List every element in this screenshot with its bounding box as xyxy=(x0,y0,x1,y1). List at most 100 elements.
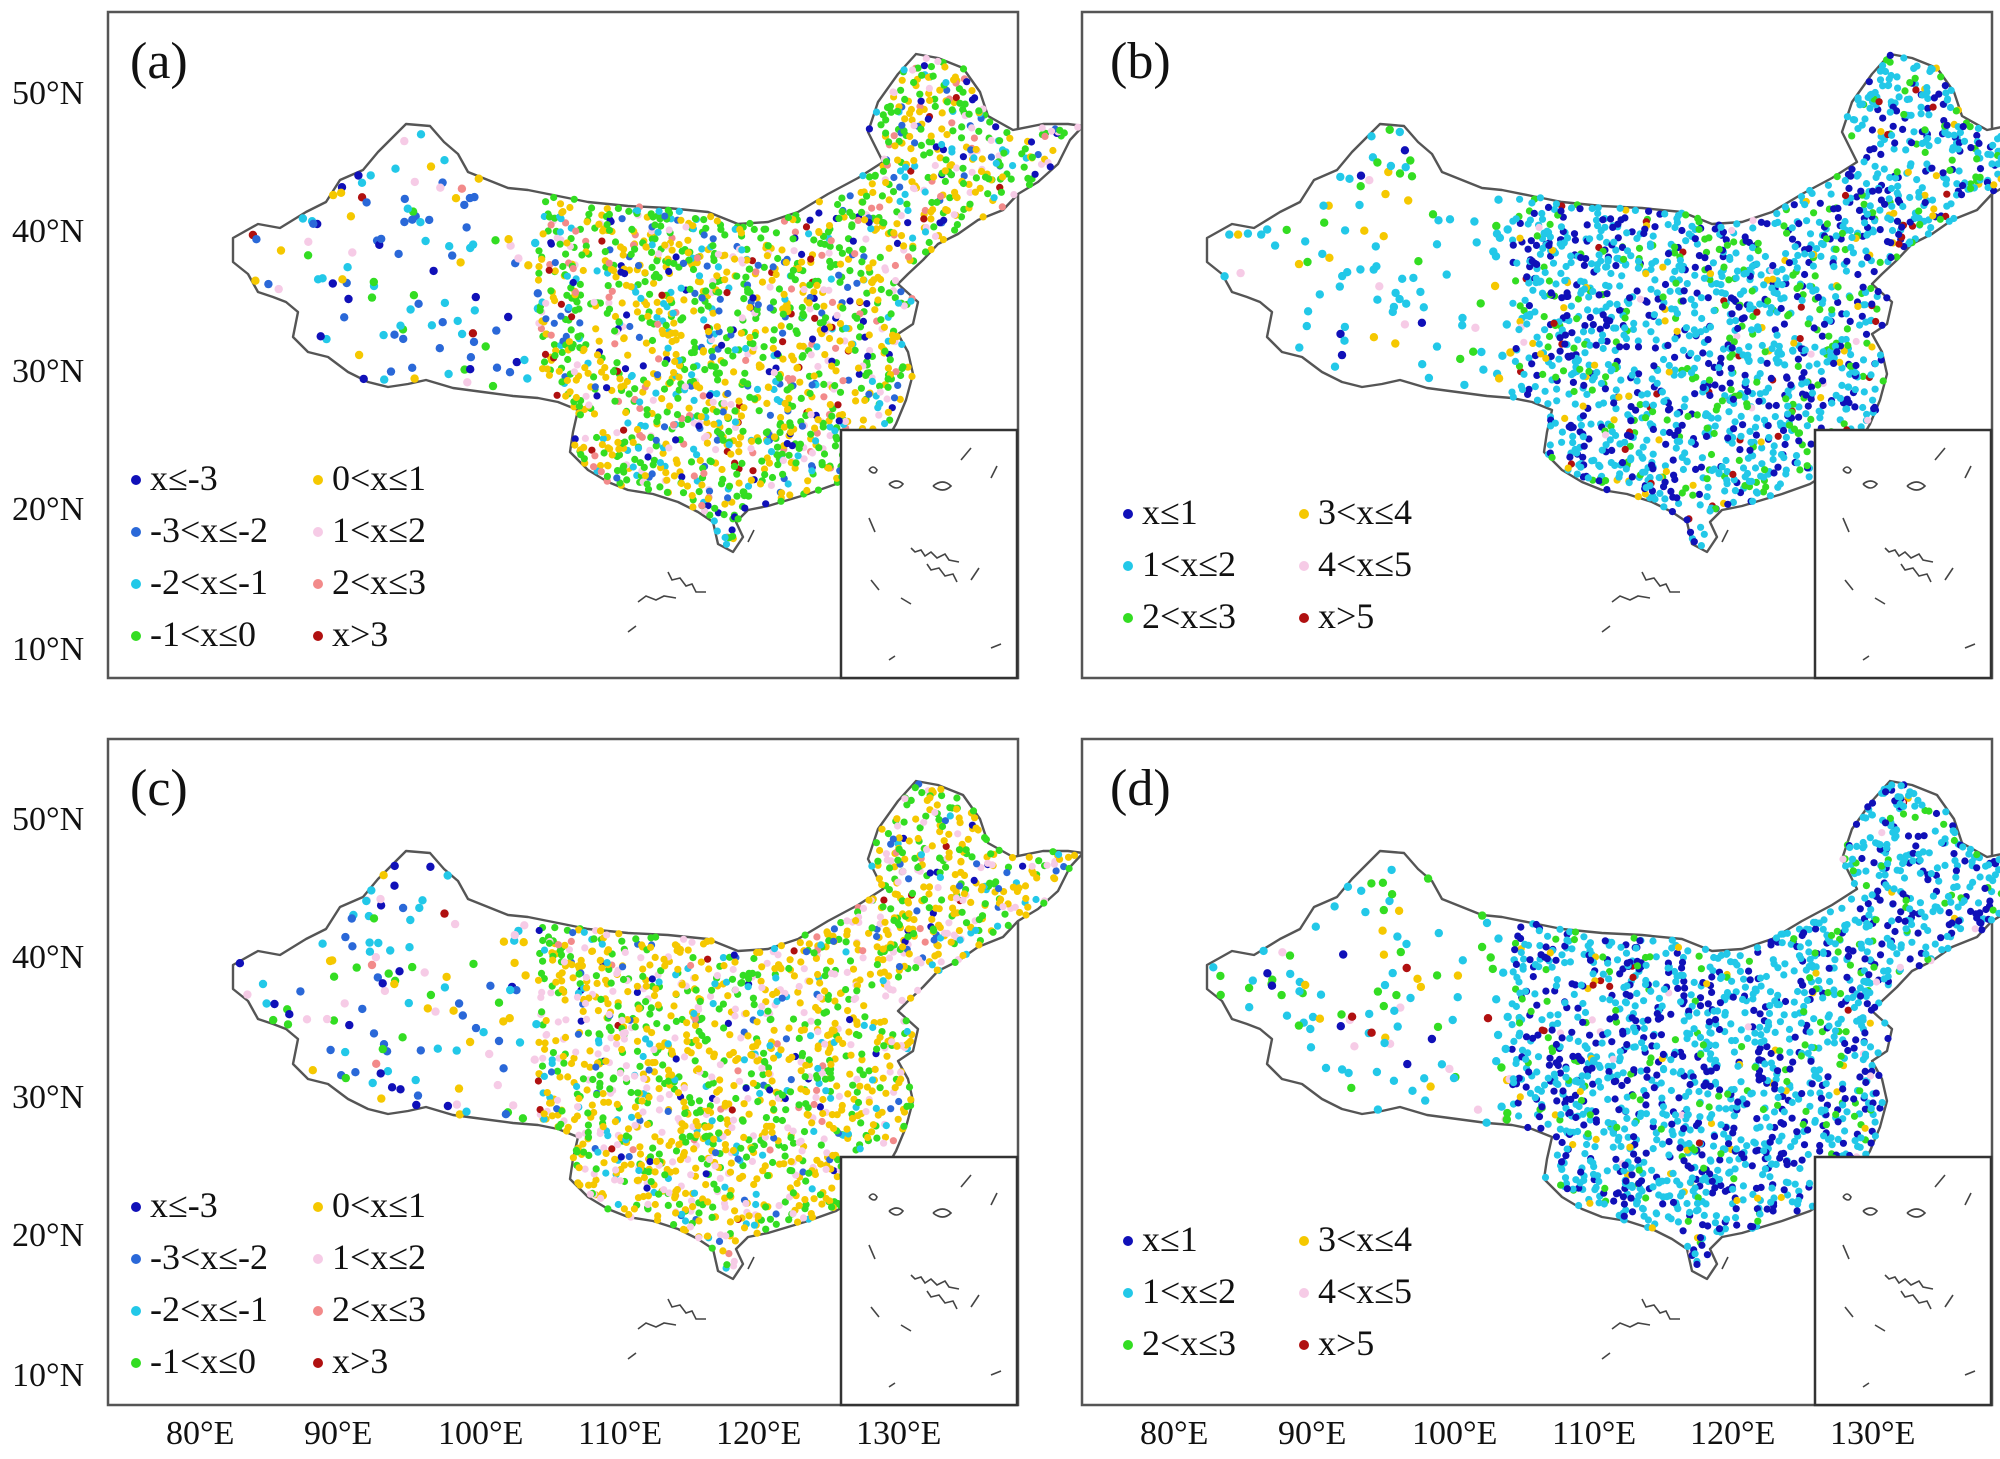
station-dot xyxy=(585,1122,592,1129)
legend-swatch xyxy=(313,631,323,641)
station-dot xyxy=(1568,303,1575,310)
station-dot xyxy=(1625,393,1632,400)
station-dot xyxy=(452,194,460,202)
station-dot xyxy=(565,304,572,311)
station-dot xyxy=(866,1099,873,1106)
station-dot xyxy=(1553,397,1560,404)
station-dot xyxy=(595,221,602,228)
station-dot xyxy=(1973,155,1980,162)
station-dot xyxy=(1523,320,1530,327)
station-dot xyxy=(892,277,899,284)
station-dot xyxy=(710,399,717,406)
station-dot xyxy=(1340,337,1348,345)
station-dot xyxy=(1759,342,1766,349)
station-dot xyxy=(1743,400,1750,407)
station-dot xyxy=(1602,477,1609,484)
station-dot xyxy=(796,983,803,990)
station-dot xyxy=(1560,304,1567,311)
station-dot xyxy=(645,1168,652,1175)
station-dot xyxy=(523,374,531,382)
legend-label: x≤1 xyxy=(1142,492,1198,532)
station-dot xyxy=(1773,356,1780,363)
station-dot xyxy=(613,429,620,436)
station-dot xyxy=(1496,234,1504,242)
station-dot xyxy=(1915,208,1922,215)
station-dot xyxy=(703,433,710,440)
station-dot xyxy=(725,428,732,435)
station-dot xyxy=(1680,347,1687,354)
station-dot xyxy=(1679,370,1686,377)
station-dot xyxy=(1762,348,1769,355)
station-dot xyxy=(585,1182,592,1189)
station-dot xyxy=(860,417,867,424)
station-dot xyxy=(900,1123,907,1130)
station-dot xyxy=(1681,403,1688,410)
station-dot xyxy=(744,380,751,387)
station-dot xyxy=(1632,207,1639,214)
station-dot xyxy=(933,199,940,206)
station-dot xyxy=(1513,260,1520,267)
station-dot xyxy=(1841,218,1848,225)
station-dot xyxy=(1525,246,1532,253)
station-dot xyxy=(1673,445,1680,452)
station-dot xyxy=(731,1207,738,1214)
legend-swatch xyxy=(1123,509,1133,519)
station-dot xyxy=(1919,140,1926,147)
station-dot xyxy=(1022,882,1029,889)
station-dot xyxy=(769,474,776,481)
station-dot xyxy=(1859,404,1866,411)
station-dot xyxy=(408,364,416,372)
station-dot xyxy=(1856,322,1863,329)
station-dot xyxy=(1845,384,1852,391)
station-dot xyxy=(998,189,1005,196)
station-dot xyxy=(1580,328,1587,335)
station-dot xyxy=(932,162,939,169)
station-dot xyxy=(1714,415,1721,422)
station-dot xyxy=(1586,235,1593,242)
station-dot xyxy=(542,1039,549,1046)
station-dot xyxy=(1667,288,1674,295)
station-dot xyxy=(978,168,985,175)
station-dot xyxy=(594,267,601,274)
station-dot xyxy=(1028,138,1035,145)
station-dot xyxy=(1866,78,1873,85)
station-dot xyxy=(1805,320,1812,327)
station-dot xyxy=(1961,138,1968,145)
station-dot xyxy=(859,199,866,206)
station-dot xyxy=(782,1153,789,1160)
station-dot xyxy=(908,373,915,380)
station-dot xyxy=(688,939,695,946)
station-dot xyxy=(1433,240,1441,248)
station-dot xyxy=(1656,474,1663,481)
station-dot xyxy=(981,834,988,841)
station-dot xyxy=(746,1111,753,1118)
station-dot xyxy=(757,480,764,487)
station-dot xyxy=(1725,276,1732,283)
station-dot xyxy=(1643,437,1650,444)
station-dot xyxy=(682,1190,689,1197)
station-dot xyxy=(834,1003,841,1010)
station-dot xyxy=(813,1087,820,1094)
station-dot xyxy=(1662,441,1669,448)
station-dot xyxy=(815,229,822,236)
station-dot xyxy=(1819,333,1826,340)
station-dot xyxy=(499,1064,507,1072)
station-dot xyxy=(960,153,967,160)
station-dot xyxy=(792,459,799,466)
station-dot xyxy=(380,375,388,383)
station-dot xyxy=(898,232,905,239)
station-dot xyxy=(948,171,955,178)
station-dot xyxy=(794,1180,801,1187)
station-dot xyxy=(999,173,1006,180)
station-dot xyxy=(910,79,917,86)
station-dot xyxy=(1737,433,1744,440)
station-dot xyxy=(1429,210,1437,218)
station-dot xyxy=(1753,309,1760,316)
station-dot xyxy=(599,429,606,436)
station-dot xyxy=(1765,402,1772,409)
station-dot xyxy=(705,328,712,335)
station-dot xyxy=(1536,340,1543,347)
station-dot xyxy=(828,413,835,420)
station-dot xyxy=(654,321,661,328)
station-dot xyxy=(858,258,865,265)
